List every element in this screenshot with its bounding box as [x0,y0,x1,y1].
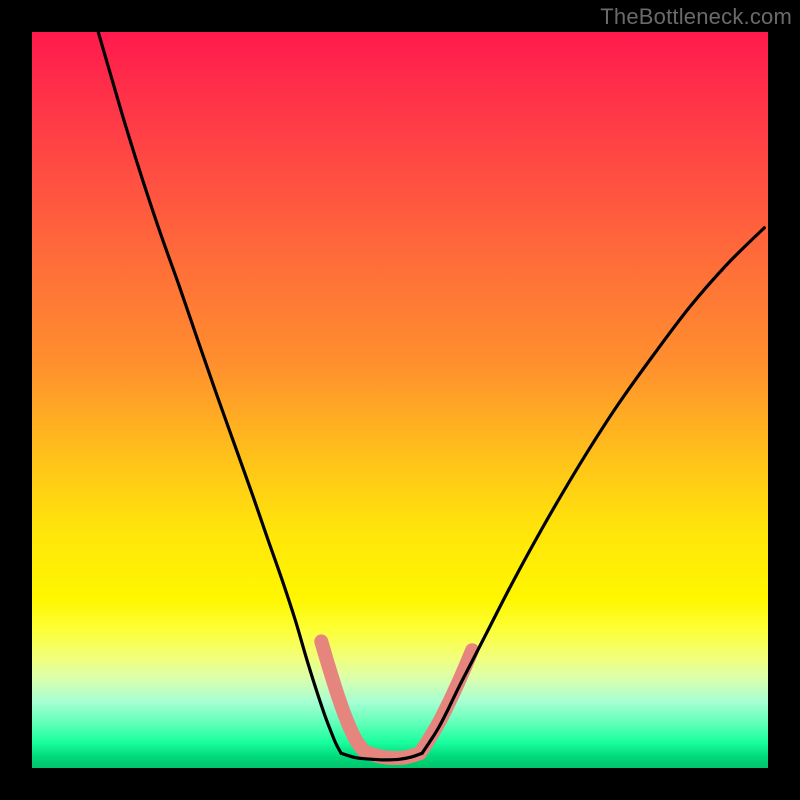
highlight-group [321,641,472,758]
curve-layer [32,32,768,768]
highlight-segment-2 [420,650,472,753]
curve-group [98,32,764,760]
watermark-text: TheBottleneck.com [600,4,792,30]
highlight-segment-0 [321,641,364,751]
plot-area [32,32,768,768]
bottleneck-curve-2 [422,228,764,754]
bottleneck-curve-0 [98,32,341,753]
